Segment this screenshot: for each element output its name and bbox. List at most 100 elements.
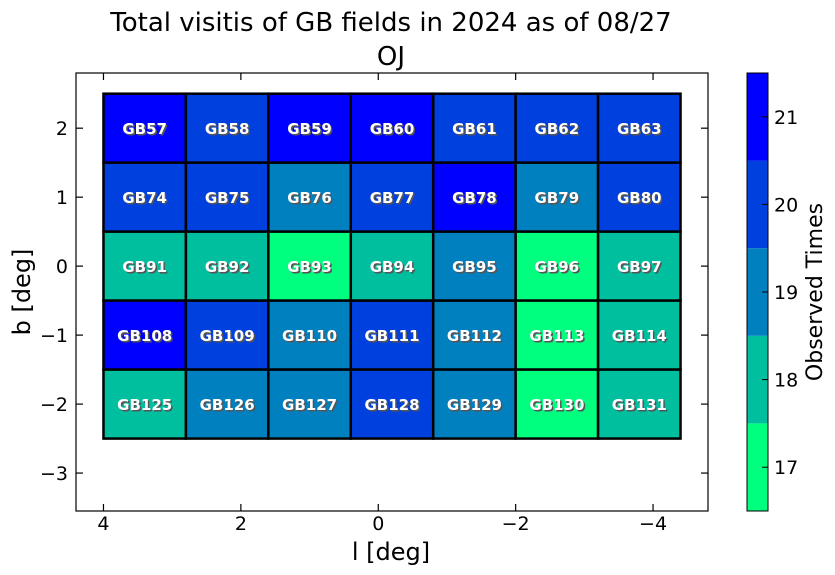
cell-label-shadow: GB125 bbox=[119, 398, 174, 416]
cell-label: GB108 bbox=[117, 327, 172, 345]
cell-label-shadow: GB128 bbox=[366, 398, 421, 416]
cell-label: GB125 bbox=[117, 396, 172, 414]
cell-label-shadow: GB95 bbox=[454, 260, 499, 278]
cell-label: GB128 bbox=[364, 396, 419, 414]
y-axis-ticks: 2 1 0 −1 −2 −3 bbox=[40, 118, 708, 485]
cell-label: GB78 bbox=[452, 189, 497, 207]
plot-frame bbox=[75, 72, 709, 512]
cell-label: GB127 bbox=[282, 396, 337, 414]
cell-label-shadow: GB127 bbox=[284, 398, 339, 416]
colorbar-tick-label: 21 bbox=[774, 107, 798, 129]
colorbar-tick-label: 17 bbox=[774, 457, 798, 479]
cell-label-shadow: GB62 bbox=[536, 122, 581, 140]
chart-title: Total visitis of GB fields in 2024 as of… bbox=[109, 8, 671, 38]
cell-label-shadow: GB109 bbox=[201, 329, 256, 347]
colorbar-label: Observed Times bbox=[803, 203, 828, 381]
cell-label: GB97 bbox=[617, 258, 662, 276]
heatmap-cell bbox=[349, 368, 435, 440]
cell-label-shadow: GB60 bbox=[371, 122, 416, 140]
cell-label: GB74 bbox=[122, 189, 167, 207]
y-axis-label: b [deg] bbox=[8, 249, 36, 336]
heatmap-cell bbox=[514, 299, 600, 371]
cell-label: GB91 bbox=[122, 258, 167, 276]
cell-label-shadow: GB126 bbox=[201, 398, 256, 416]
cell-label: GB76 bbox=[287, 189, 332, 207]
cell-label-shadow: GB76 bbox=[289, 191, 334, 209]
cell-label-shadow: GB79 bbox=[536, 191, 581, 209]
colorbar-band bbox=[747, 73, 768, 161]
cell-label: GB114 bbox=[612, 327, 667, 345]
cell-label-shadow: GB114 bbox=[613, 329, 668, 347]
heatmap-cell bbox=[596, 230, 682, 302]
y-tick-label: −3 bbox=[40, 463, 68, 485]
cell-label-shadow: GB59 bbox=[289, 122, 334, 140]
cell-label-shadow: GB58 bbox=[206, 122, 251, 140]
heatmap-cell bbox=[349, 299, 435, 371]
heatmap-cell bbox=[102, 368, 188, 440]
x-axis-label: l [deg] bbox=[352, 538, 430, 566]
heatmap-cell bbox=[514, 230, 600, 302]
cell-label: GB61 bbox=[452, 120, 497, 138]
chart-subtitle: OJ bbox=[377, 42, 405, 72]
cell-label: GB57 bbox=[122, 120, 167, 138]
cell-label: GB80 bbox=[617, 189, 662, 207]
cell-label-shadow: GB108 bbox=[119, 329, 174, 347]
cell-label-shadow: GB97 bbox=[618, 260, 663, 278]
cell-label: GB75 bbox=[205, 189, 250, 207]
cell-label: GB130 bbox=[529, 396, 584, 414]
cell-label-shadow: GB75 bbox=[206, 191, 251, 209]
y-tick-label: −1 bbox=[40, 325, 68, 347]
cell-label: GB129 bbox=[447, 396, 502, 414]
heatmap-cell bbox=[596, 92, 682, 164]
y-tick-label: 1 bbox=[56, 187, 68, 209]
cell-label-shadow: GB78 bbox=[454, 191, 499, 209]
cell-label: GB79 bbox=[535, 189, 580, 207]
y-tick-label: 0 bbox=[56, 256, 68, 278]
heatmap-cell bbox=[431, 92, 517, 164]
cell-label: GB109 bbox=[200, 327, 255, 345]
cell-label: GB94 bbox=[370, 258, 415, 276]
cell-label-shadow: GB113 bbox=[531, 329, 586, 347]
colorbar: 17 18 19 20 21 bbox=[746, 72, 798, 512]
cell-label-shadow: GB110 bbox=[284, 329, 339, 347]
cell-label: GB95 bbox=[452, 258, 497, 276]
cell-label: GB62 bbox=[535, 120, 580, 138]
x-tick-label: 2 bbox=[235, 513, 247, 535]
x-tick-label: −2 bbox=[502, 513, 530, 535]
cell-label: GB113 bbox=[529, 327, 584, 345]
heatmap-cell bbox=[349, 230, 435, 302]
x-axis-ticks: 4 2 0 −2 −4 bbox=[97, 73, 667, 535]
colorbar-tick-label: 20 bbox=[774, 194, 798, 216]
heatmap-cell bbox=[102, 92, 188, 164]
cell-label-shadow: GB112 bbox=[448, 329, 503, 347]
x-tick-label: 4 bbox=[97, 513, 109, 535]
x-tick-label: −4 bbox=[639, 513, 667, 535]
cell-label: GB93 bbox=[287, 258, 332, 276]
heatmap-cell bbox=[431, 299, 517, 371]
heatmap-cell bbox=[514, 368, 600, 440]
y-tick-label: −2 bbox=[40, 394, 68, 416]
x-tick-label: 0 bbox=[372, 513, 384, 535]
colorbar-tick-label: 18 bbox=[774, 370, 798, 392]
cell-label-shadow: GB93 bbox=[289, 260, 334, 278]
cell-label: GB112 bbox=[447, 327, 502, 345]
colorbar-band bbox=[747, 423, 768, 511]
heatmap-cell bbox=[267, 230, 353, 302]
colorbar-band bbox=[747, 160, 768, 249]
cell-label: GB111 bbox=[364, 327, 419, 345]
cell-label-shadow: GB129 bbox=[448, 398, 503, 416]
cell-label-shadow: GB57 bbox=[124, 122, 169, 140]
cell-label: GB60 bbox=[370, 120, 415, 138]
colorbar-band bbox=[747, 248, 768, 336]
cell-label-shadow: GB130 bbox=[531, 398, 586, 416]
heatmap-cell bbox=[102, 161, 188, 233]
cell-label-shadow: GB80 bbox=[618, 191, 663, 209]
cell-label: GB58 bbox=[205, 120, 250, 138]
cell-label: GB59 bbox=[287, 120, 332, 138]
cell-label: GB77 bbox=[370, 189, 415, 207]
cell-label-shadow: GB63 bbox=[618, 122, 663, 140]
cell-label-shadow: GB111 bbox=[366, 329, 421, 347]
heatmap-cell bbox=[596, 368, 682, 440]
cell-label: GB110 bbox=[282, 327, 337, 345]
